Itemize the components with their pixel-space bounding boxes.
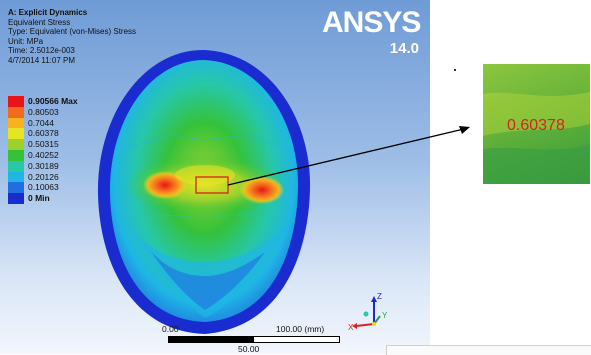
legend-label: 0.10063: [28, 182, 59, 193]
result-info: A: Explicit Dynamics Equivalent Stress T…: [8, 8, 136, 65]
legend-label: 0.80503: [28, 106, 59, 117]
ansys-logo: ANSYS 14.0: [322, 6, 427, 58]
axis-y-label: Y: [382, 311, 388, 320]
legend-label: 0.30189: [28, 160, 59, 171]
axis-triad[interactable]: Z X Y: [348, 290, 398, 334]
axis-x-label: X: [348, 323, 354, 332]
legend-swatch: [8, 193, 24, 204]
scale-left-label: 0.00: [162, 324, 179, 334]
legend-swatch: [8, 96, 24, 107]
logo-version: 14.0: [389, 40, 419, 57]
marker-dot: [454, 69, 456, 71]
legend-label: 0.50315: [28, 139, 59, 150]
result-date: 4/7/2014 11:07 PM: [8, 55, 76, 65]
scale-ruler: 0.00 100.00 (mm) 50.00: [158, 322, 348, 354]
legend-swatch: [8, 182, 24, 194]
analysis-title: A: Explicit Dynamics: [8, 8, 88, 17]
result-name: Equivalent Stress: [8, 17, 71, 27]
legend-label: 0.90566 Max: [28, 96, 78, 106]
zoom-probe-value: 0.60378: [507, 117, 565, 134]
axis-z-label: Z: [377, 292, 382, 301]
stress-model: [97, 50, 311, 334]
legend-label: 0.60378: [28, 128, 59, 139]
legend-swatch: [8, 160, 24, 172]
legend-swatch: [8, 139, 24, 150]
zoom-inset: 0.60378: [483, 64, 590, 184]
legend-swatch: [8, 117, 24, 129]
scale-mid-label: 50.00: [238, 344, 260, 354]
legend-swatch: [8, 106, 24, 118]
scale-right-label: 100.00 (mm): [276, 324, 325, 334]
legend-label: 0.20126: [28, 171, 59, 182]
result-time: Time: 2.5012e-003: [8, 46, 75, 55]
legend-label: 0 Min: [28, 193, 50, 204]
graphics-viewport[interactable]: A: Explicit Dynamics Equivalent Stress T…: [0, 0, 430, 354]
legend-label: 0.40252: [28, 149, 59, 160]
logo-brand: ANSYS: [322, 6, 421, 39]
legend-swatch: [8, 128, 24, 140]
legend-swatch: [8, 171, 24, 183]
scale-bar: [168, 336, 340, 343]
legend-swatch: [8, 149, 24, 161]
result-unit: Unit: MPa: [8, 36, 44, 46]
legend-label: 0.7044: [28, 117, 54, 128]
panel-edge: [386, 345, 591, 355]
result-type: Type: Equivalent (von-Mises) Stress: [8, 27, 137, 36]
